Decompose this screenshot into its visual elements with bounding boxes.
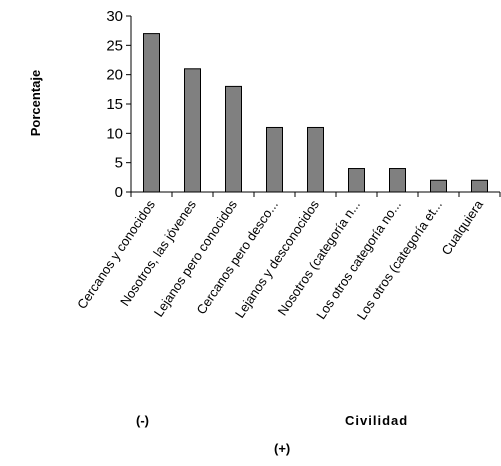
bar <box>471 179 488 193</box>
bar <box>184 68 201 193</box>
y-tick-label: 0 <box>115 184 123 201</box>
annotation-minus: (-) <box>136 413 149 428</box>
y-axis-ticks: 0 5 10 15 20 25 30 <box>106 8 131 201</box>
x-axis-title: Civilidad <box>345 413 409 428</box>
x-axis-ticks <box>130 192 501 197</box>
annotation-plus: (+) <box>274 441 291 456</box>
bar <box>348 168 365 193</box>
y-axis-title: Porcentaje <box>28 70 43 136</box>
bar <box>389 168 406 193</box>
x-tick-label: Cercanos pero desco... <box>193 197 281 317</box>
x-tick-label: Los otros (categoría et... <box>354 197 445 322</box>
y-tick-label: 30 <box>106 8 123 25</box>
y-tick-label: 5 <box>115 155 123 172</box>
bar <box>225 85 242 193</box>
x-tick-label: Nosotros, las jóvenes <box>117 197 199 309</box>
x-tick-label: Cualquiera <box>438 197 486 258</box>
y-tick-label: 10 <box>106 125 123 142</box>
bar <box>266 126 283 193</box>
y-tick-label: 15 <box>106 96 123 113</box>
bars <box>143 33 488 193</box>
bar <box>430 179 447 193</box>
bar <box>307 126 324 193</box>
x-tick-label: Cercanos y conocidos <box>74 197 158 312</box>
y-tick-label: 25 <box>106 37 123 54</box>
bar <box>143 33 160 193</box>
y-tick-label: 20 <box>106 67 123 84</box>
